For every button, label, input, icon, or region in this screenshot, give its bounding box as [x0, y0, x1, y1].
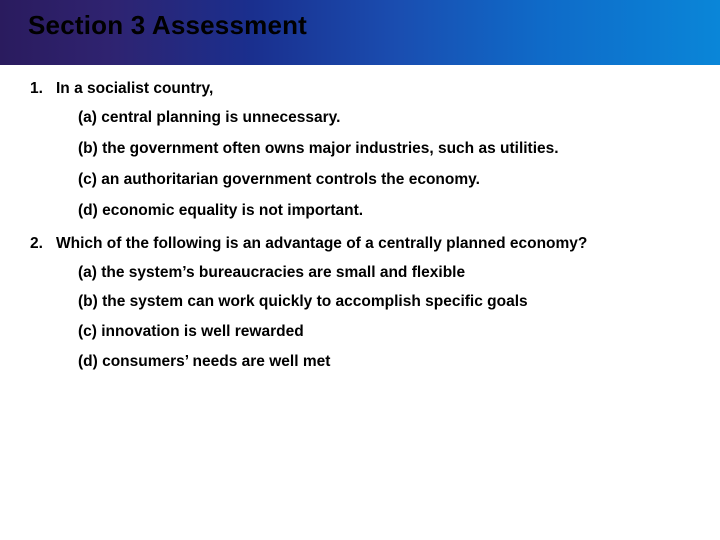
option-d: (d) consumers’ needs are well met	[78, 352, 690, 373]
question-text: Which of the following is an advantage o…	[56, 234, 587, 255]
option-c: (c) an authoritarian government controls…	[78, 170, 690, 191]
option-a: (a) the system’s bureaucracies are small…	[78, 263, 690, 284]
option-d: (d) economic equality is not important.	[78, 201, 690, 222]
slide: Section 3 Assessment 1. In a socialist c…	[0, 0, 720, 540]
slide-title: Section 3 Assessment	[28, 10, 307, 41]
question-stem: 2. Which of the following is an advantag…	[30, 234, 690, 255]
question-number: 2.	[30, 234, 56, 255]
option-a: (a) central planning is unnecessary.	[78, 108, 690, 129]
question-2: 2. Which of the following is an advantag…	[30, 234, 690, 374]
content-area: 1. In a socialist country, (a) central p…	[0, 65, 720, 373]
question-number: 1.	[30, 79, 56, 100]
question-options: (a) central planning is unnecessary. (b)…	[30, 100, 690, 222]
option-b: (b) the government often owns major indu…	[78, 139, 690, 160]
question-1: 1. In a socialist country, (a) central p…	[30, 79, 690, 222]
option-b: (b) the system can work quickly to accom…	[78, 292, 690, 313]
question-text: In a socialist country,	[56, 79, 213, 100]
header-band: Section 3 Assessment	[0, 0, 720, 65]
question-stem: 1. In a socialist country,	[30, 79, 690, 100]
option-c: (c) innovation is well rewarded	[78, 322, 690, 343]
question-options: (a) the system’s bureaucracies are small…	[30, 255, 690, 374]
